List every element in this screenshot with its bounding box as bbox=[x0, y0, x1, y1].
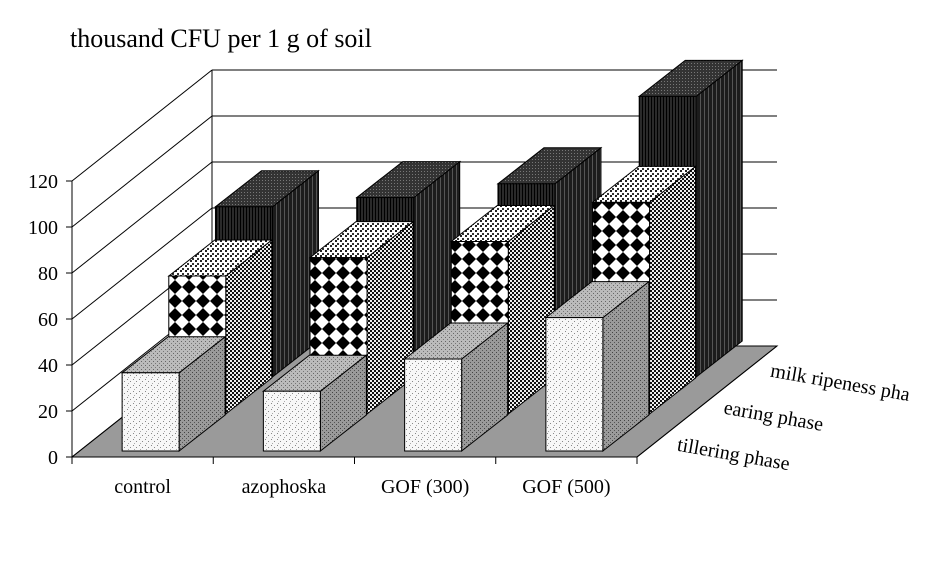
y-axis: 0 20 40 60 80 100 120 bbox=[28, 171, 73, 469]
series-label: tillering phase bbox=[675, 434, 791, 475]
bar-front bbox=[121, 372, 180, 452]
series-label: earing phase bbox=[722, 397, 825, 436]
y-tick-label: 120 bbox=[28, 171, 58, 193]
chart-title: thousand CFU per 1 g of soil bbox=[70, 24, 372, 53]
bar bbox=[544, 280, 651, 453]
bar-front bbox=[545, 317, 604, 452]
y-tick-label: 20 bbox=[38, 401, 58, 423]
bar bbox=[120, 335, 227, 453]
x-tick-label: control bbox=[114, 476, 171, 498]
side-wall-gridline bbox=[71, 207, 213, 320]
x-tick-label: GOF (500) bbox=[522, 476, 610, 498]
bar-side bbox=[695, 59, 743, 379]
bar-front bbox=[404, 358, 463, 452]
depth-axis-line bbox=[636, 345, 778, 458]
bar bbox=[403, 321, 510, 453]
y-tick-label: 60 bbox=[38, 309, 58, 331]
side-wall-gridline bbox=[71, 69, 213, 182]
side-wall-gridline bbox=[71, 161, 213, 274]
y-tick-label: 100 bbox=[28, 217, 58, 239]
bar-front bbox=[262, 390, 321, 452]
x-tick-label: GOF (300) bbox=[381, 476, 469, 498]
y-tick-label: 40 bbox=[38, 355, 58, 377]
series-label: milk ripeness pha bbox=[769, 360, 912, 406]
y-tick-label: 0 bbox=[48, 447, 58, 469]
bar-side bbox=[649, 165, 697, 416]
bar-series-group bbox=[120, 59, 744, 453]
x-axis: control azophoska GOF (300) GOF (500) bbox=[71, 456, 638, 498]
y-tick-label: 80 bbox=[38, 263, 58, 285]
side-wall-gridline bbox=[71, 115, 213, 228]
x-tick-label: azophoska bbox=[242, 476, 327, 498]
bar bbox=[261, 354, 368, 453]
